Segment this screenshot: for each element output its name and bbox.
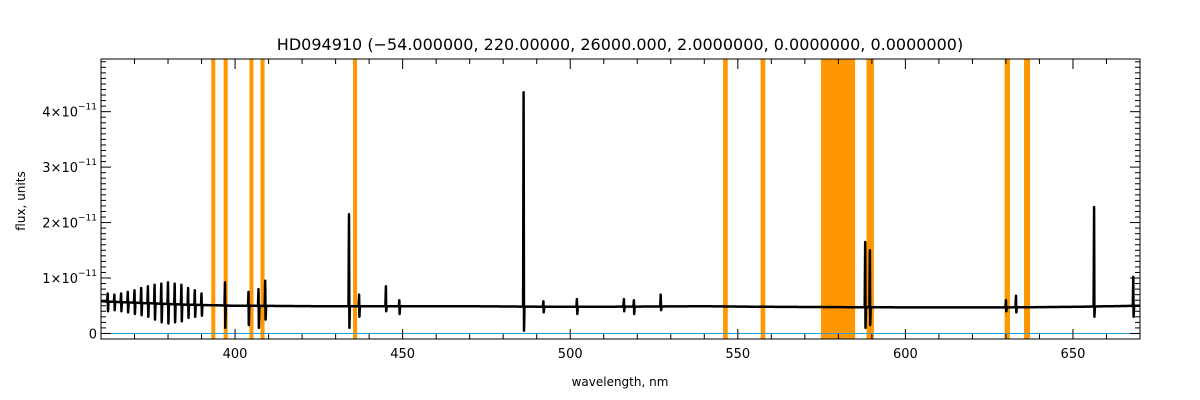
masked-region-2 <box>249 59 254 339</box>
masked-region-8 <box>866 59 874 339</box>
x-axis-title: wavelength, nm <box>572 375 669 389</box>
masked-region-7 <box>820 59 856 339</box>
y-tick-label: 3×10−11 <box>42 158 97 176</box>
y-axis-title: flux, units <box>14 171 28 230</box>
x-tick-label: 400 <box>223 347 248 362</box>
x-tick-label: 650 <box>1061 347 1086 362</box>
series-layer <box>100 91 1141 334</box>
masked-region-1 <box>223 59 228 339</box>
masked-region-5 <box>723 59 728 339</box>
masked-region-9 <box>1004 59 1010 339</box>
y-tick-label: 4×10−11 <box>42 103 97 121</box>
masked-region-10 <box>1024 59 1031 339</box>
masked-regions <box>211 59 1031 339</box>
masked-region-3 <box>260 59 265 339</box>
plot-frame <box>100 58 1141 340</box>
flux-line <box>100 91 1141 332</box>
chart-title: HD094910 (−54.000000, 220.00000, 26000.0… <box>277 35 963 54</box>
x-tick-label: 500 <box>558 347 583 362</box>
axes: 400 450 500 550 600 650 0 1×10−11 2×10−11 3×10−11… <box>42 58 1141 362</box>
masked-region-4 <box>353 59 358 339</box>
y-tick-label: 0 <box>89 327 97 342</box>
x-tick-label: 600 <box>893 347 918 362</box>
masked-region-0 <box>211 59 216 339</box>
masked-region-6 <box>760 59 766 339</box>
y-tick-label: 1×10−11 <box>42 269 97 287</box>
y-tick-label: 2×10−11 <box>42 214 97 232</box>
x-tick-label: 450 <box>390 347 415 362</box>
x-tick-label: 550 <box>725 347 750 362</box>
